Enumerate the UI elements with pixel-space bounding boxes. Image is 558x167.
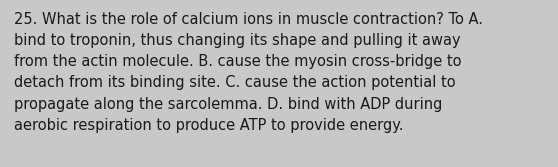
Text: 25. What is the role of calcium ions in muscle contraction? To A.
bind to tropon: 25. What is the role of calcium ions in … xyxy=(14,12,483,133)
